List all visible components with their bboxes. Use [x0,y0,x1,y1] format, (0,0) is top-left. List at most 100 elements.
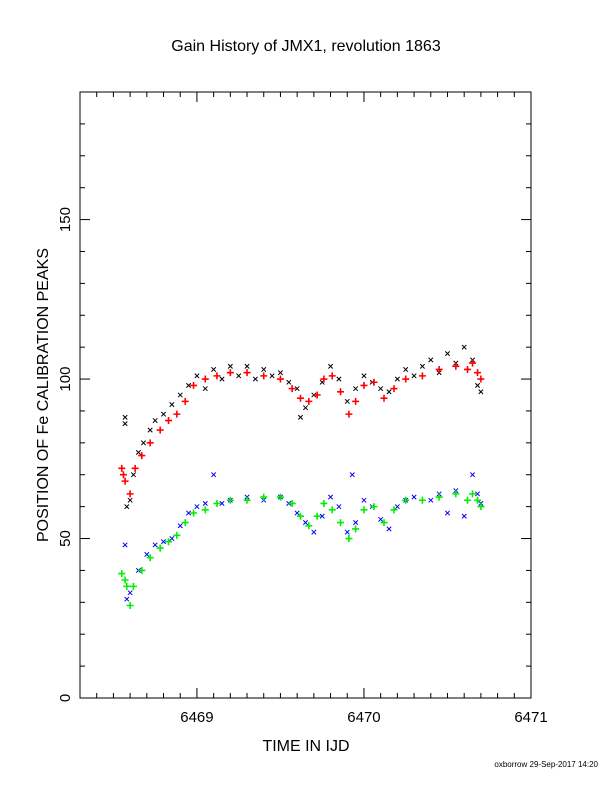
data-point [127,497,133,503]
data-point [131,464,139,472]
data-point [464,365,472,373]
data-point [186,382,192,388]
data-point [213,372,221,380]
plot-frame [79,91,532,699]
data-point [122,414,128,420]
data-point [226,369,234,377]
data-point [328,363,334,369]
data-point [294,386,300,392]
data-point [380,519,388,527]
data-point [452,490,460,498]
data-point [353,520,359,526]
data-point [156,426,164,434]
data-point [201,506,209,514]
series-3 [118,490,485,610]
data-point [121,477,129,485]
data-point [173,531,181,539]
data-point [370,378,378,386]
data-point [418,496,426,504]
data-point [147,427,153,433]
data-point [394,504,400,510]
data-point [336,376,342,382]
data-point [469,490,477,498]
data-point [130,472,137,478]
data-point [390,506,398,514]
data-point [165,538,173,546]
data-point [402,496,410,504]
data-point [177,392,183,398]
x-tick-label: 6469 [180,709,213,726]
data-point [186,510,192,516]
data-point [124,596,130,602]
data-point [156,544,164,552]
data-point [411,494,417,500]
data-point [378,516,384,522]
data-point [349,472,355,478]
data-point [181,519,189,527]
data-point [261,366,267,373]
series-1 [118,359,485,498]
data-point [243,496,251,504]
data-point [152,417,158,424]
data-point [418,372,426,380]
footer-credit: oxborrow 29-Sep-2017 14:20 [494,760,598,769]
data-point [311,529,317,535]
data-point [286,379,292,385]
data-point [313,391,321,399]
data-point [352,525,360,533]
data-point [226,496,234,504]
data-point [477,375,485,383]
data-point [260,493,268,501]
data-point [394,376,400,382]
data-point [288,385,296,393]
data-point [461,513,467,519]
data-point [146,554,154,562]
data-point [288,499,296,507]
data-point [140,440,147,446]
data-point [121,576,129,584]
data-point [118,464,126,472]
data-point [302,520,309,526]
data-point [336,504,342,510]
data-point [328,372,336,380]
data-point [152,542,158,548]
data-point [361,497,367,503]
data-point [352,397,360,405]
data-point [444,350,451,357]
data-point [169,535,175,542]
x-axis-label: TIME IN IJD [262,738,350,755]
data-point [294,510,300,516]
data-point [390,385,398,393]
data-point [313,512,321,520]
y-tick-label: 100 [57,367,74,392]
data-point [452,362,460,370]
data-point [194,504,200,510]
data-point [464,496,472,504]
data-point [122,542,128,548]
data-point [243,369,251,377]
data-point [144,551,150,558]
data-point [337,388,345,396]
data-point [244,363,250,369]
data-point [138,452,146,460]
data-point [402,375,410,383]
data-point [361,373,367,379]
data-point [370,503,378,511]
data-point [127,590,133,596]
data-point [428,357,434,363]
data-point [219,376,225,382]
data-point [122,421,128,427]
data-point [386,526,392,532]
data-point [296,394,304,402]
data-point [477,503,485,511]
data-point [378,386,384,392]
data-point [126,490,134,498]
data-point [305,397,313,405]
data-point [165,417,173,425]
data-point [277,370,283,376]
data-point [435,493,443,501]
data-point [444,510,451,516]
data-point [202,386,208,392]
data-point [345,410,353,418]
